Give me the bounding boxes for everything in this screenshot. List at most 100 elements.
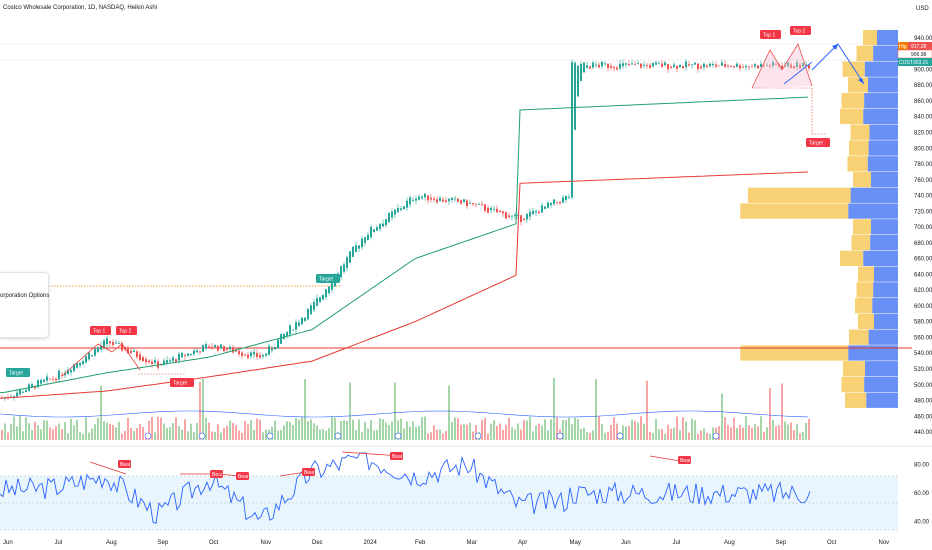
volume-bar: [121, 433, 123, 440]
candle-body: [172, 357, 174, 361]
event-marker: [556, 432, 564, 440]
rsi-bear-text: Bear: [238, 474, 249, 480]
candle-body: [571, 62, 573, 198]
volume-bar: [496, 425, 498, 440]
candle-body: [748, 66, 750, 68]
volume-bar: [73, 425, 75, 440]
candle-body: [526, 213, 528, 220]
candle-body: [226, 348, 228, 350]
time-tick-label: May: [570, 540, 581, 546]
volume-bar: [391, 421, 393, 440]
price-tick-label: 740.00: [914, 194, 932, 200]
candle-body: [106, 338, 108, 345]
candle-body: [754, 64, 756, 67]
volume-bar: [421, 417, 423, 440]
volume-bar: [292, 424, 294, 440]
candle-body: [610, 65, 612, 68]
candle-body: [40, 379, 42, 384]
price-axis[interactable]: 440.00 460.00 480.00 500.00 520.00 540.00 560.…: [914, 36, 932, 436]
volume-bar: [52, 429, 54, 440]
vp-up-bar: [871, 219, 898, 235]
vp-down-bar: [740, 345, 849, 361]
annotation-tag: [116, 326, 137, 335]
high-tag-label: Hig: [899, 44, 907, 50]
candle-body: [277, 339, 279, 349]
volume-bar: [196, 422, 198, 440]
time-axis[interactable]: Jun Jul Aug Sep Oct Nov Dec 2024 Feb Mar Apr May Jun…: [3, 540, 889, 546]
vp-down-bar: [863, 30, 877, 46]
candle-body: [34, 385, 36, 389]
candle-body: [4, 396, 6, 398]
candle-body: [427, 195, 429, 201]
candle-body: [409, 197, 411, 205]
volume-bar: [709, 433, 711, 440]
candle-body: [13, 395, 15, 397]
candle-body: [223, 346, 225, 352]
candle-body: [805, 64, 807, 66]
candle-body: [328, 286, 330, 294]
volume-bar: [505, 424, 507, 440]
volume-bar: [673, 427, 675, 440]
volume-bar: [388, 424, 390, 440]
volume-bar: [376, 429, 378, 440]
candle-body: [31, 384, 33, 388]
volume-bar: [37, 425, 39, 440]
candle-body: [493, 208, 495, 210]
high-tag-value: 917.28: [911, 44, 927, 50]
candle-body: [532, 210, 534, 215]
candle-body: [400, 208, 402, 211]
candle-body: [613, 66, 615, 69]
volume-bar: [727, 424, 729, 440]
candle-body: [538, 211, 540, 214]
annotation-text: Target: [319, 277, 334, 283]
candle-body: [379, 224, 381, 229]
options-side-panel[interactable]: orporation Options: [0, 272, 49, 338]
price-tick-label: 900.00: [914, 67, 932, 73]
candle-body: [145, 359, 147, 363]
candle-body: [19, 389, 21, 395]
volume-bar: [607, 431, 609, 440]
candle-body: [790, 64, 792, 68]
candle-body: [703, 63, 705, 68]
volume-bar: [580, 429, 582, 440]
volume-bar: [214, 431, 216, 440]
candle-body: [256, 353, 258, 358]
volume-bar: [40, 429, 42, 440]
volume-bar: [676, 416, 678, 440]
volume-bar: [508, 418, 510, 440]
volume-bar: [382, 419, 384, 440]
candle-body: [280, 333, 282, 344]
volume-bar: [436, 429, 438, 440]
volume-bar: [595, 379, 597, 440]
volume-bar: [7, 432, 9, 440]
candle-body: [331, 283, 333, 290]
candle-body: [517, 215, 519, 216]
candle-body: [397, 207, 399, 213]
rsi-tick-label: 80.00: [914, 462, 930, 468]
vp-down-bar: [850, 124, 870, 140]
volume-bar: [253, 429, 255, 440]
vp-down-bar: [840, 250, 864, 267]
time-tick-label: Aug: [106, 540, 117, 546]
rsi-divergence-line: [279, 471, 307, 477]
candle-body: [364, 237, 366, 243]
candle-body: [250, 352, 252, 357]
vp-down-bar: [841, 93, 865, 109]
candle-body: [283, 333, 285, 339]
volume-bar: [283, 425, 285, 440]
candle-body: [562, 197, 564, 203]
candle-body: [139, 354, 141, 361]
candle-body: [376, 227, 378, 231]
candle-body: [169, 360, 171, 362]
volume-bar: [79, 432, 81, 440]
candle-body: [475, 203, 477, 205]
volume-bar: [757, 426, 759, 440]
candle-body: [712, 64, 714, 66]
volume-bar: [160, 417, 162, 440]
candle-body: [439, 197, 441, 201]
time-tick-label: Jul: [673, 540, 681, 546]
candle-body: [265, 353, 267, 356]
volume-bar: [625, 426, 627, 440]
candle-body: [520, 215, 522, 222]
